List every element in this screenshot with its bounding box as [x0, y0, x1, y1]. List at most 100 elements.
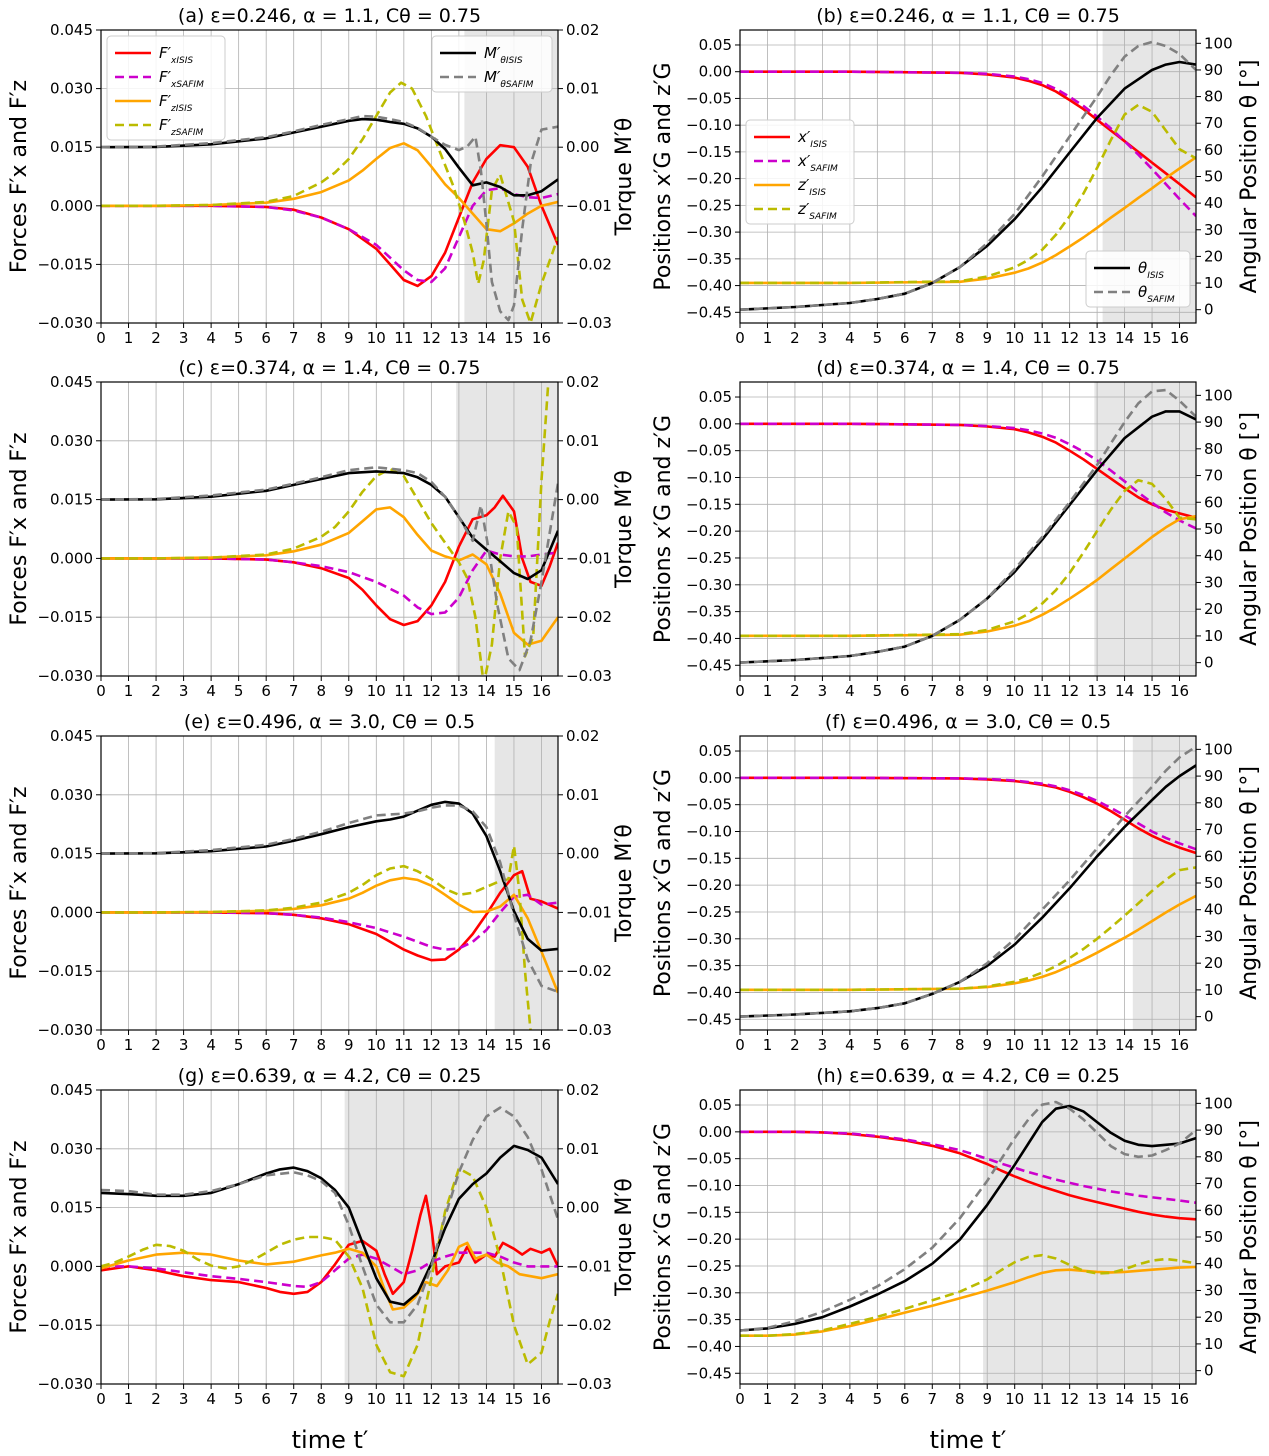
y-tick-label-left: −0.05 [686, 442, 732, 460]
y-tick-label-right: 0.02 [566, 373, 599, 391]
panel-title: (a) ε=0.246, α = 1.1, Cθ = 0.75 [178, 5, 481, 27]
x-tick-label: 1 [124, 1390, 134, 1408]
y-tick-label-right: 80 [1204, 1148, 1223, 1166]
label-part: θ [1138, 259, 1147, 277]
y-tick-label-right: 20 [1204, 600, 1223, 618]
x-tick-label: 4 [845, 329, 855, 347]
x-tick-label: 11 [1033, 682, 1052, 700]
y-tick-label-right: 0.01 [566, 786, 599, 804]
panel-title: (h) ε=0.639, α = 4.2, Cθ = 0.25 [816, 1065, 1120, 1087]
x-tick-label: 3 [818, 682, 828, 700]
y-tick-label-left: −0.015 [37, 962, 93, 980]
y-tick-label-right: 80 [1204, 88, 1223, 106]
y-tick-label-right: 30 [1204, 927, 1223, 945]
x-tick-label: 12 [422, 1390, 441, 1408]
y-tick-label-right: 0.01 [566, 432, 599, 450]
x-tick-label: 1 [763, 1036, 773, 1054]
x-tick-label: 3 [179, 1390, 189, 1408]
y-tick-label-left: 0.000 [50, 197, 93, 215]
y-tick-label-left: −0.015 [37, 255, 93, 273]
y-axis-label-left: Forces F′x and F′z [7, 786, 32, 979]
x-tick-label: 14 [477, 682, 496, 700]
series-group [740, 1100, 1196, 1337]
x-tick-label: 10 [1005, 329, 1024, 347]
plot-frame [739, 1089, 1197, 1385]
y-tick-label-left: −0.10 [686, 1176, 732, 1194]
series-group [101, 1106, 558, 1378]
x-tick-label: 1 [763, 329, 773, 347]
y-tick-label-right: 70 [1204, 1175, 1223, 1193]
y-tick-label-right: 30 [1204, 1281, 1223, 1299]
panel-title: (g) ε=0.639, α = 4.2, Cθ = 0.25 [178, 1065, 482, 1087]
x-tick-label: 15 [1143, 1390, 1162, 1408]
x-tick-label: 5 [873, 329, 883, 347]
x-tick-label: 1 [124, 1036, 134, 1054]
series-line [740, 514, 1196, 638]
x-tick-label: 11 [1033, 1036, 1052, 1054]
shaded-region [1094, 382, 1196, 676]
y-tick-label-left: −0.40 [686, 629, 732, 647]
x-tick-label: 7 [928, 682, 938, 700]
x-tick-label: 6 [900, 682, 910, 700]
y-tick-label-left: 0.000 [50, 903, 93, 921]
x-tick-label: 8 [955, 1036, 965, 1054]
series-group [101, 382, 558, 676]
y-tick-label-left: −0.20 [686, 170, 732, 188]
legend-label: F′xSAFIM [159, 68, 204, 90]
x-tick-label: 0 [96, 1390, 106, 1408]
series-group [740, 388, 1196, 664]
y-tick-label-right: 100 [1204, 1094, 1233, 1112]
y-tick-label-left: −0.030 [37, 314, 93, 332]
series-line [101, 465, 558, 672]
y-tick-label-left: −0.05 [686, 89, 732, 107]
x-tick-label: 10 [1005, 1036, 1024, 1054]
legend-label: F′zSAFIM [159, 116, 203, 138]
y-tick-label-left: −0.15 [686, 143, 732, 161]
series-line [101, 549, 558, 616]
x-tick-label: 1 [124, 682, 134, 700]
panel-h: 0 1 2 3 4 5 6 7 8 9 10 11 12 13 14 15 160.050.00−0.05−0.… [651, 1065, 1262, 1408]
y-tick-label-right: −0.01 [566, 1257, 612, 1275]
x-tick-label: 7 [289, 329, 299, 347]
x-tick-label: 15 [1143, 682, 1162, 700]
series-line [740, 1265, 1196, 1337]
series-line [101, 81, 558, 323]
y-tick-label-left: −0.40 [686, 1337, 732, 1355]
panel-title: (d) ε=0.374, α = 1.4, Cθ = 0.75 [816, 357, 1120, 379]
x-tick-label: 15 [504, 1390, 523, 1408]
y-tick-label-left: −0.30 [686, 223, 732, 241]
y-axis-label-right: Angular Position θ [°] [1237, 60, 1262, 294]
y-axis-label-left: Positions x′G and z′G [651, 415, 676, 643]
y-tick-label-left: −0.05 [686, 796, 732, 814]
y-tick-label-right: 100 [1204, 740, 1233, 758]
y-tick-label-right: 0.00 [566, 138, 599, 156]
label-part: zSAFIM [170, 128, 203, 138]
y-tick-label-right: 100 [1204, 34, 1233, 52]
y-tick-label-left: 0.030 [50, 786, 93, 804]
series-line [740, 776, 1196, 855]
label-part: ISIS [809, 188, 826, 198]
y-tick-label-right: 90 [1204, 767, 1223, 785]
x-tick-label: 6 [261, 1036, 271, 1054]
series-line [740, 776, 1196, 851]
label-part: x′ [797, 152, 811, 170]
legend-label: F′zISIS [159, 92, 193, 114]
x-tick-label: 2 [151, 1036, 161, 1054]
x-tick-label: 13 [449, 329, 468, 347]
x-tick-label: 12 [1060, 682, 1079, 700]
series-group [740, 745, 1196, 1018]
x-axis-label-right: time t′ [930, 1426, 1007, 1454]
x-tick-label: 6 [900, 1390, 910, 1408]
x-tick-label: 13 [449, 1390, 468, 1408]
y-tick-label-left: −0.45 [686, 303, 732, 321]
x-tick-label: 1 [124, 329, 134, 347]
series-line [101, 186, 558, 284]
label-part: zISIS [170, 104, 193, 114]
x-tick-label: 3 [179, 682, 189, 700]
x-tick-label: 0 [96, 682, 106, 700]
series-line [101, 494, 558, 627]
x-tick-label: 12 [1060, 329, 1079, 347]
y-tick-label-left: −0.015 [37, 1316, 93, 1334]
series-line [740, 764, 1196, 1018]
series-line [740, 866, 1196, 992]
